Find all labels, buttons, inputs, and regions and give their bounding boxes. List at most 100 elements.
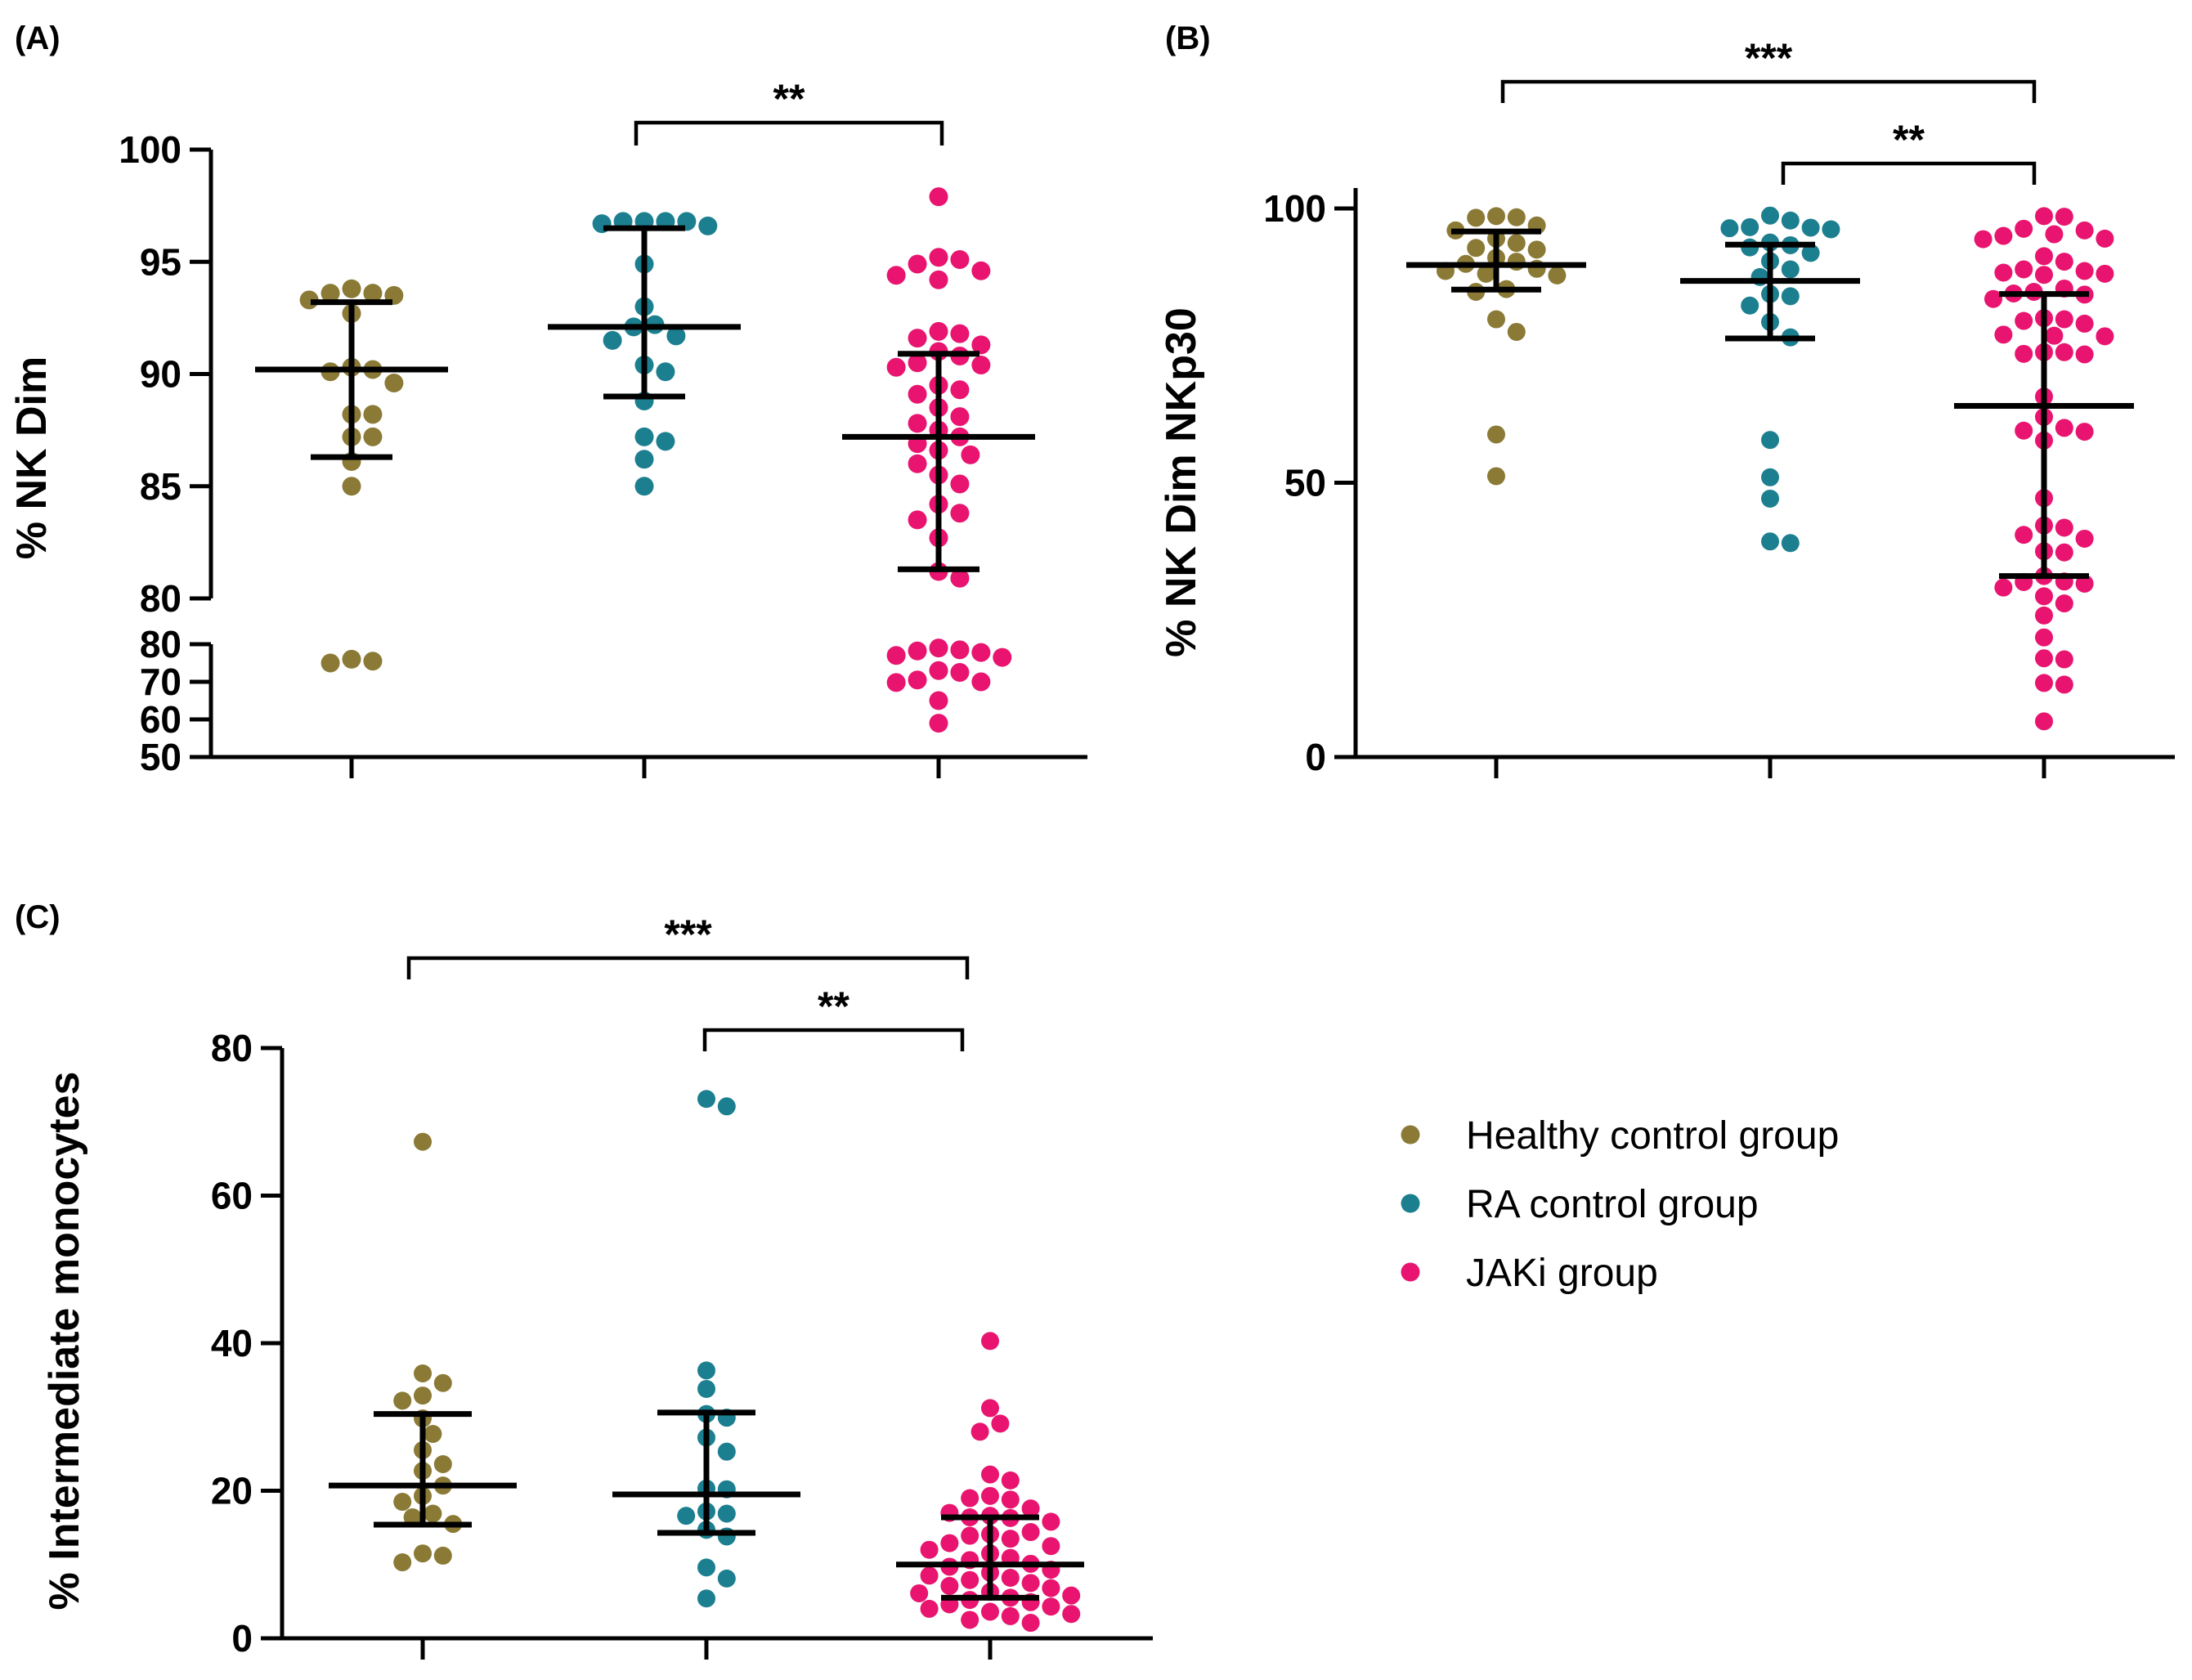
- significance-label: **: [773, 76, 805, 122]
- data-point-jaki: [2055, 343, 2073, 361]
- data-point-ra: [1761, 431, 1779, 450]
- data-point-jaki: [2045, 225, 2064, 244]
- data-point-jaki: [908, 329, 927, 348]
- data-point-jaki: [1994, 226, 2013, 245]
- data-point-healthy: [363, 427, 383, 446]
- data-point-healthy: [414, 1387, 432, 1405]
- data-point-jaki: [2035, 712, 2053, 731]
- data-point-jaki: [961, 1526, 979, 1545]
- data-point-jaki: [908, 353, 927, 373]
- data-point-jaki: [929, 714, 948, 733]
- data-point-healthy: [363, 652, 383, 671]
- data-point-jaki: [2075, 345, 2094, 364]
- data-point-ra: [1822, 220, 1840, 239]
- data-point-ra: [1781, 534, 1800, 553]
- data-point-jaki: [1021, 1614, 1040, 1633]
- data-point-healthy: [1507, 253, 1526, 271]
- data-point-jaki: [981, 1602, 999, 1621]
- data-point-jaki: [2015, 344, 2033, 363]
- data-point-healthy: [414, 1544, 432, 1563]
- data-point-ra: [1781, 211, 1800, 230]
- data-point-jaki: [961, 445, 980, 464]
- data-point-jaki: [971, 643, 991, 662]
- data-point-jaki: [2055, 543, 2073, 562]
- data-point-ra: [1761, 468, 1779, 486]
- data-point-jaki: [929, 638, 948, 658]
- data-point-jaki: [950, 324, 970, 343]
- data-point-ra: [1761, 532, 1779, 551]
- data-point-jaki: [2035, 587, 2053, 606]
- y-axis-title: % NK Dim: [8, 356, 56, 559]
- legend-label: JAKi group: [1466, 1252, 1658, 1295]
- data-point-ra: [697, 1379, 715, 1398]
- comparison-bracket: [1500, 79, 2037, 103]
- data-point-jaki: [961, 1611, 979, 1629]
- data-point-ra: [717, 1569, 736, 1588]
- data-point-ra: [1720, 219, 1739, 238]
- data-point-jaki: [1001, 1490, 1020, 1509]
- y-tick-label: 0: [1305, 736, 1326, 778]
- data-point-jaki: [2035, 207, 2053, 226]
- data-point-jaki: [2055, 518, 2073, 537]
- data-point-jaki: [2035, 247, 2053, 266]
- data-point-jaki: [1042, 1537, 1060, 1556]
- data-point-jaki: [1001, 1530, 1020, 1548]
- data-point-jaki: [908, 414, 927, 433]
- data-point-jaki: [920, 1540, 939, 1559]
- data-point-jaki: [2096, 327, 2114, 346]
- data-point-jaki: [940, 1576, 959, 1595]
- data-point-healthy: [393, 1391, 412, 1410]
- data-point-ra: [1781, 260, 1800, 279]
- data-point-jaki: [1974, 230, 1993, 249]
- data-point-jaki: [908, 510, 927, 530]
- data-point-jaki: [929, 187, 948, 207]
- data-point-jaki: [1042, 1579, 1060, 1597]
- data-point-jaki: [2075, 221, 2094, 240]
- y-tick-label: 85: [140, 465, 182, 508]
- y-tick-label: 100: [1263, 187, 1326, 230]
- data-point-jaki: [2055, 650, 2073, 669]
- data-point-jaki: [886, 673, 906, 692]
- y-tick-label: 95: [140, 240, 182, 283]
- data-point-healthy: [433, 1546, 452, 1565]
- data-point-healthy: [342, 477, 361, 496]
- data-point-healthy: [1507, 208, 1526, 226]
- data-point-jaki: [2055, 310, 2073, 329]
- data-point-jaki: [2055, 419, 2073, 437]
- data-point-healthy: [393, 1553, 412, 1572]
- data-point-jaki: [886, 357, 906, 377]
- data-point-jaki: [908, 670, 927, 690]
- data-point-jaki: [950, 250, 970, 270]
- y-tick-label: 50: [1284, 462, 1326, 504]
- data-point-jaki: [2015, 219, 2033, 238]
- data-point-healthy: [424, 1425, 442, 1444]
- data-point-healthy: [433, 1373, 452, 1392]
- y-tick-label: 70: [140, 661, 182, 703]
- data-point-jaki: [908, 454, 927, 473]
- data-point-ra: [698, 216, 718, 235]
- data-point-healthy: [1548, 266, 1567, 284]
- data-point-jaki: [2015, 311, 2033, 330]
- data-point-ra: [677, 1507, 696, 1525]
- data-point-jaki: [2075, 262, 2094, 280]
- data-point-healthy: [1527, 240, 1546, 259]
- data-point-jaki: [971, 672, 991, 692]
- data-point-jaki: [1001, 1568, 1020, 1587]
- data-point-ra: [634, 477, 654, 496]
- y-tick-label: 80: [211, 1027, 253, 1069]
- data-point-jaki: [971, 356, 991, 375]
- data-point-ra: [1741, 296, 1759, 315]
- legend-marker-healthy: [1401, 1125, 1420, 1145]
- data-point-healthy: [321, 284, 340, 303]
- data-point-healthy: [1487, 425, 1505, 444]
- y-axis-title: % NK Dim NKp30: [1158, 307, 1205, 657]
- legend-marker-jaki: [1401, 1262, 1420, 1282]
- data-point-healthy: [363, 405, 383, 424]
- data-point-jaki: [1062, 1605, 1081, 1624]
- y-axis-title: % Intermediate monocytes: [41, 1072, 88, 1611]
- data-point-jaki: [920, 1566, 939, 1585]
